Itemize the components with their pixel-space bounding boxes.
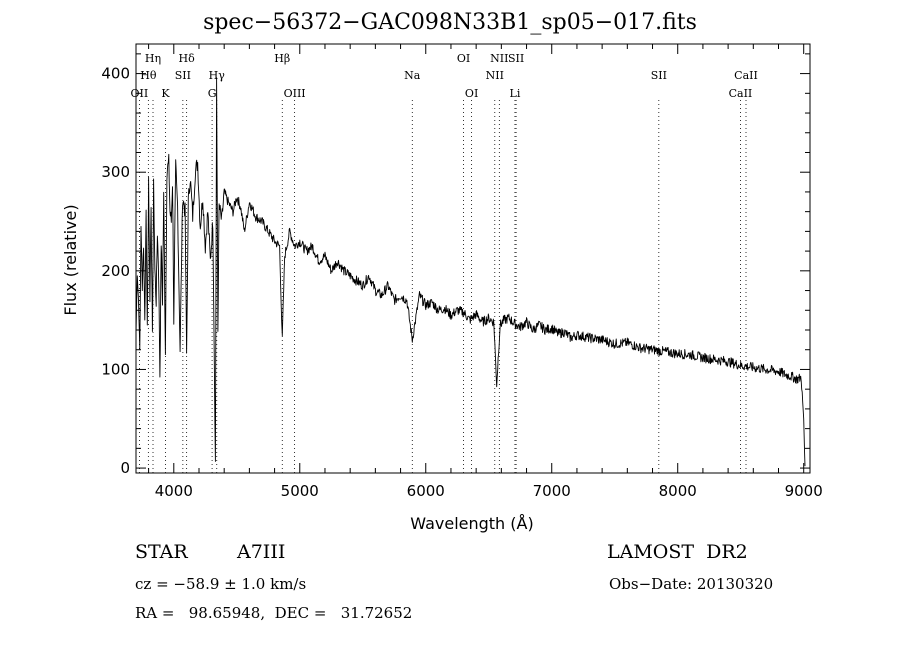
y-axis-label: Flux (relative) [61,204,80,315]
chart-title: spec−56372−GAC098N33B1_sp05−017.fits [203,10,697,35]
spectrum-series [135,77,806,467]
x-axis-label: Wavelength (Å) [410,514,533,533]
spectral-line-label: K [161,87,170,100]
spectral-line-label: Hθ [140,69,157,82]
spectral-line-label: OI [457,52,470,65]
spectral-line-label: SII [508,52,524,65]
spectral-line-label: CaII [729,87,753,100]
spectral-line-label: Hη [145,52,161,65]
x-tick-label: 9000 [785,482,823,500]
spectral-line-label: Na [404,69,421,82]
x-axis: 4000 5000 6000 7000 8000 9000 [148,44,823,500]
spectral-line-label: OI [465,87,478,100]
obs-date: Obs−Date: 20130320 [609,575,774,593]
y-axis: 0 100 200 300 400 [101,53,810,477]
spectral-line-label: Hδ [179,52,196,65]
survey-name: LAMOST DR2 [607,541,748,563]
y-tick-label: 400 [101,65,130,83]
spectral-line-label: Li [510,87,521,100]
spectral-line-label: NII [486,69,504,82]
x-tick-label: 5000 [281,482,319,500]
x-tick-label: 4000 [155,482,193,500]
object-subclass: A7III [237,541,286,563]
object-class: STAR [135,541,188,563]
x-tick-label: 7000 [533,482,571,500]
y-tick-label: 200 [101,262,130,280]
spectral-line-label: OIII [284,87,306,100]
x-tick-label: 6000 [407,482,445,500]
spectral-line-label: NII [490,52,508,65]
coordinates: RA = 98.65948, DEC = 31.72652 [135,604,413,622]
spectrum-line [135,77,806,467]
plot-frame [135,43,811,474]
y-tick-label: 100 [101,360,130,378]
spectral-line-label: SII [175,69,191,82]
x-tick-label: 8000 [659,482,697,500]
spectral-line-label: G [208,87,217,100]
plot-border [135,43,811,474]
spectral-line-label: CaII [734,69,758,82]
spectral-line-markers [139,100,747,473]
y-tick-label: 0 [120,459,130,477]
spectral-line-label: SII [651,69,667,82]
spectral-line-label: Hβ [274,52,290,65]
redshift-readout: cz = −58.9 ± 1.0 km/s [135,575,307,593]
y-tick-label: 300 [101,163,130,181]
spectral-line-label: Hγ [209,69,226,82]
